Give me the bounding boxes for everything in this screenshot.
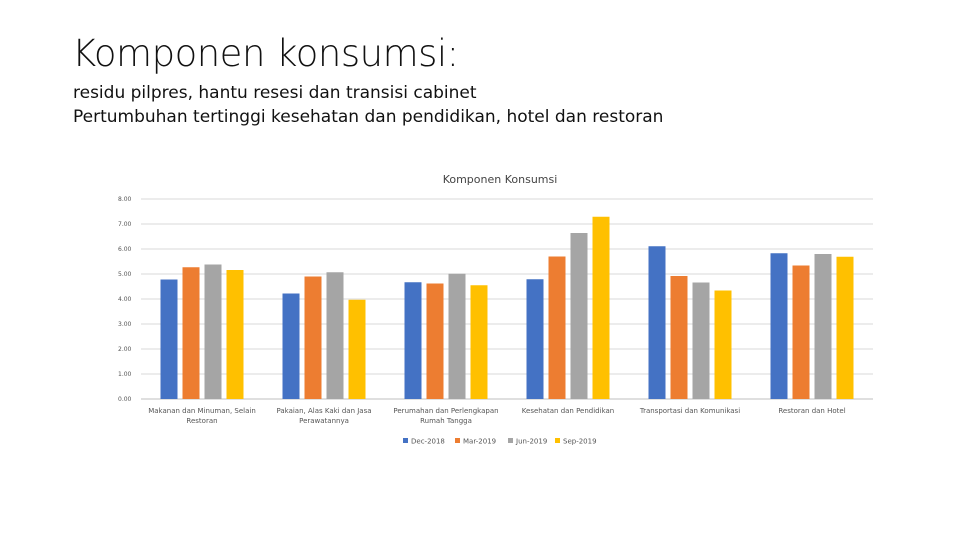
y-tick-label: 0.00	[118, 396, 132, 403]
y-tick-label: 1.00	[118, 371, 132, 378]
bar-sep-2019	[348, 299, 366, 399]
bar-jun-2019	[570, 233, 588, 399]
bar-sep-2019	[592, 216, 610, 399]
bar-mar-2019	[548, 256, 566, 399]
legend-swatch	[403, 438, 408, 443]
gridlines	[141, 198, 873, 400]
y-tick-label: 2.00	[118, 346, 132, 353]
category-label: Restoran dan Hotel	[778, 407, 845, 415]
bar-jun-2019	[204, 264, 222, 399]
y-tick-label: 4.00	[118, 296, 132, 303]
slide-subtitle-2: Pertumbuhan tertinggi kesehatan dan pend…	[73, 107, 664, 127]
bar-dec-2018	[404, 282, 422, 399]
category-labels: Makanan dan Minuman, Selain Restoran Pakai…	[148, 407, 845, 425]
bar-dec-2018	[770, 253, 788, 399]
legend-label: Dec-2018	[411, 438, 445, 446]
legend-label: Sep-2019	[563, 438, 597, 446]
y-tick-label: 6.00	[118, 246, 132, 253]
bar-jun-2019	[326, 272, 344, 399]
bar-dec-2018	[648, 246, 666, 399]
bar-mar-2019	[304, 276, 322, 399]
legend-label: Mar-2019	[463, 438, 496, 446]
chart-title: Komponen Konsumsi	[443, 173, 558, 186]
bar-mar-2019	[182, 267, 200, 399]
category-label: Perumahan dan Perlengkapan Rumah Tangga	[393, 407, 498, 425]
y-axis-ticks: 0.00 1.00 2.00 3.00 4.00 5.00 6.00 7.00 8.00	[118, 196, 132, 403]
y-tick-label: 7.00	[118, 221, 132, 228]
y-tick-label: 8.00	[118, 196, 132, 203]
bars	[160, 216, 854, 399]
bar-sep-2019	[836, 256, 854, 399]
category-label: Makanan dan Minuman, Selain Restoran	[148, 407, 256, 425]
bar-sep-2019	[714, 290, 732, 399]
bar-jun-2019	[448, 273, 466, 399]
legend-swatch	[508, 438, 513, 443]
bar-mar-2019	[426, 283, 444, 399]
category-label: Pakaian, Alas Kaki dan Jasa Perawatannya	[276, 407, 371, 425]
legend-swatch	[455, 438, 460, 443]
bar-sep-2019	[226, 270, 244, 399]
bar-dec-2018	[282, 293, 300, 399]
bar-sep-2019	[470, 285, 488, 399]
bar-mar-2019	[792, 265, 810, 399]
bar-jun-2019	[814, 254, 832, 399]
bar-jun-2019	[692, 282, 710, 399]
category-label: Transportasi dan Komunikasi	[639, 407, 740, 415]
slide-title: Komponen konsumsi:	[72, 32, 459, 75]
category-label: Kesehatan dan Pendidikan	[522, 407, 614, 415]
bar-dec-2018	[526, 279, 544, 399]
legend: Dec-2018 Mar-2019 Jun-2019 Sep-2019	[403, 438, 597, 446]
y-tick-label: 5.00	[118, 271, 132, 278]
legend-swatch	[555, 438, 560, 443]
legend-label: Jun-2019	[515, 438, 547, 446]
slide-subtitle-1: residu pilpres, hantu resesi dan transis…	[73, 83, 477, 103]
y-tick-label: 3.00	[118, 321, 132, 328]
bar-mar-2019	[670, 276, 688, 399]
bar-dec-2018	[160, 279, 178, 399]
